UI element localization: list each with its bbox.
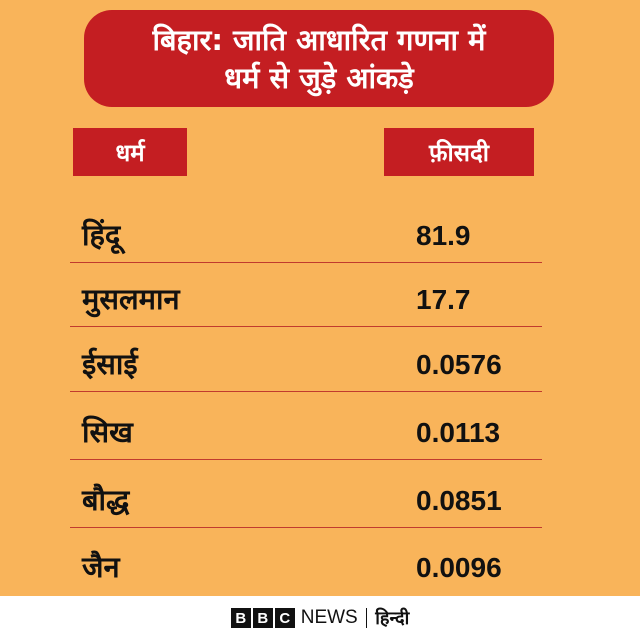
header-religion: धर्म (73, 128, 187, 176)
row-percent-value: 0.0576 (416, 349, 502, 380)
table-row: जैन 0.0096 (70, 530, 542, 594)
news-wordmark: NEWS (300, 607, 358, 628)
bbc-logo: B B C (230, 608, 295, 628)
row-religion-name: हिंदू (82, 218, 121, 252)
title-line-1: बिहार: जाति आधारित गणना में (152, 22, 486, 57)
row-percent-value: 0.0096 (416, 552, 502, 583)
row-religion-name: बौद्ध (82, 483, 130, 517)
bbc-logo-block: B (230, 608, 251, 628)
row-religion-name: जैन (82, 550, 120, 584)
title-banner: बिहार: जाति आधारित गणना में धर्म से जुड़… (84, 10, 554, 107)
row-religion-name: सिख (82, 415, 133, 449)
table-row: हिंदू 81.9 (70, 199, 542, 263)
bbc-logo-block: B (252, 608, 273, 628)
row-percent-value: 81.9 (416, 220, 471, 251)
row-percent-value: 0.0113 (416, 417, 501, 448)
footer-bar: B B C NEWS हिन्दी (0, 596, 640, 640)
header-percent: फ़ीसदी (384, 128, 534, 176)
table-row: मुसलमान 17.7 (70, 263, 542, 327)
language-label: हिन्दी (375, 608, 410, 629)
footer-divider (365, 608, 368, 628)
row-percent-value: 0.0851 (416, 485, 502, 516)
row-religion-name: ईसाई (82, 347, 138, 381)
row-religion-name: मुसलमान (82, 282, 180, 316)
table-row: ईसाई 0.0576 (70, 328, 542, 392)
table-row: सिख 0.0113 (70, 396, 542, 460)
row-percent-value: 17.7 (416, 284, 471, 315)
table-row: बौद्ध 0.0851 (70, 464, 542, 528)
bbc-logo-block: C (274, 608, 295, 628)
title-line-2: धर्म से जुड़े आंकड़े (224, 60, 414, 95)
